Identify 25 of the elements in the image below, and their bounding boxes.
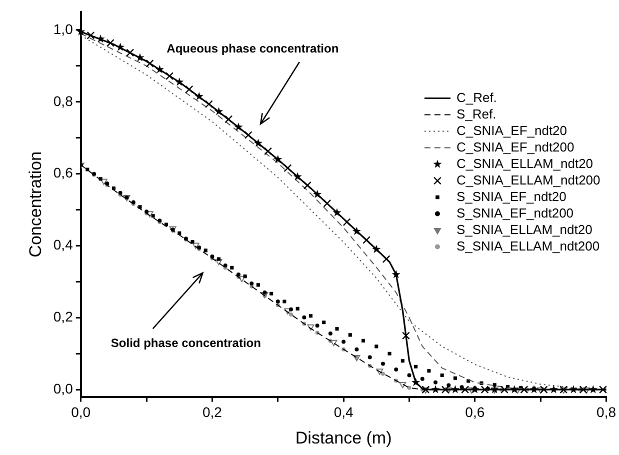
- annotation: Solid phase concentration: [110, 336, 261, 350]
- x-tick-label: 0,0: [71, 404, 91, 420]
- legend-label: S_Ref.: [456, 106, 496, 122]
- legend-label: S_SNIA_ELLAM_ndt200: [456, 238, 600, 254]
- legend-label: C_Ref.: [456, 90, 497, 105]
- x-tick-label: 0,2: [202, 404, 222, 420]
- y-tick-label: 0,8: [53, 92, 74, 109]
- legend-label: C_SNIA_EF_ndt200: [456, 139, 574, 154]
- x-tick-label: 0,4: [334, 404, 354, 420]
- legend-label: C_SNIA_EF_ndt20: [456, 122, 568, 138]
- y-tick-label: 1,0: [53, 20, 74, 37]
- legend-label: S_SNIA_EF_ndt200: [456, 205, 574, 220]
- annotation: Aqueous phase concentration: [166, 41, 339, 56]
- y-tick-label: 0,6: [53, 164, 74, 181]
- x-tick-label: 0,6: [465, 404, 485, 420]
- x-tick-label: 0,8: [596, 404, 616, 420]
- legend-label: S_SNIA_ELLAM_ndt20: [456, 222, 592, 237]
- legend-label: S_SNIA_EF_ndt20: [456, 188, 566, 204]
- legend-label: C_SNIA_ELLAM_ndt20: [456, 156, 594, 171]
- y-tick-label: 0,0: [53, 380, 74, 396]
- x-axis-title: Distance (m): [295, 428, 392, 448]
- y-tick-label: 0,4: [53, 236, 74, 253]
- y-axis-title: Concentration: [26, 151, 45, 258]
- y-tick-label: 0,2: [53, 308, 74, 325]
- legend-label: C_SNIA_ELLAM_ndt200: [456, 172, 600, 188]
